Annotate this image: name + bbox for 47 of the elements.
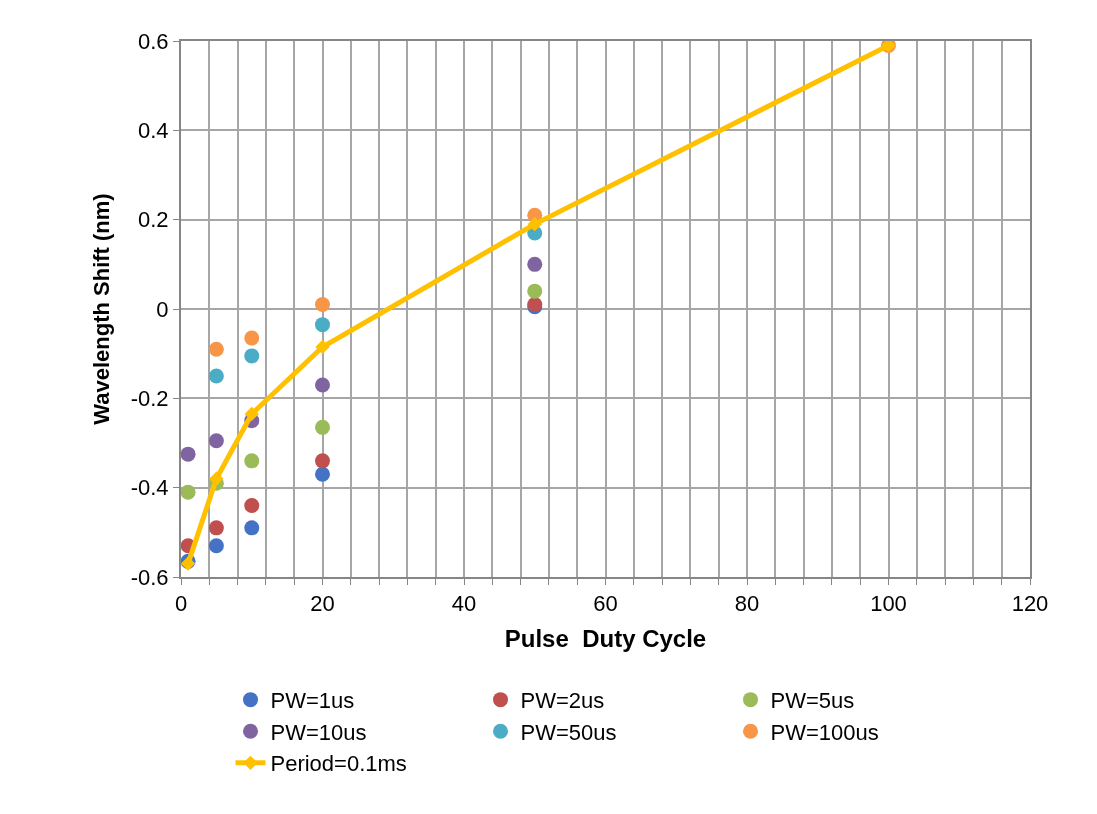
x-tick-label: 0 [174,591,188,617]
point [208,433,224,449]
point [527,256,543,272]
point [208,538,224,554]
y-tick-label: -0.4 [130,475,169,501]
y-tick-label: -0.2 [130,386,169,412]
y-tick-label: 0.4 [138,118,169,144]
point [315,466,330,482]
x-tick-label: 120 [1011,591,1049,617]
point [315,297,330,313]
point [244,348,260,364]
y-tick-label: -0.6 [130,564,169,590]
y-axis-title: Wavelength Shift (nm) [88,193,114,425]
point [209,471,224,486]
x-tick-label: 40 [451,591,477,617]
x-tick-label: 100 [870,591,907,617]
point [208,368,224,384]
x-tick-label: 60 [593,591,618,617]
point [244,453,260,469]
point [244,406,259,422]
y-tick-label: 0 [156,296,169,322]
point [315,317,330,333]
legend-label: PW=5us [770,688,855,714]
point [527,216,542,232]
legend-label: PW=10us [270,719,367,745]
point [244,498,260,514]
point [527,283,543,299]
point [244,330,260,346]
point [208,520,224,536]
x-tick-label: 20 [310,591,335,617]
point [315,339,330,355]
x-tick-label: 80 [734,591,760,617]
legend-label: PW=100us [770,719,879,745]
point [208,341,224,357]
point [181,446,196,462]
x-axis-title: Pulse Duty Cycle [504,625,707,653]
y-tick-label: 0.6 [138,28,169,54]
legend-label: PW=1us [270,688,355,714]
legend-label: PW=50us [520,719,617,745]
point [315,419,330,435]
legend-label: PW=2us [520,688,605,714]
point [315,453,330,469]
point [181,484,196,500]
point [244,520,260,536]
point [315,377,330,393]
legend-label: Period=0.1ms [270,751,407,777]
y-tick-label: 0.2 [138,207,169,233]
